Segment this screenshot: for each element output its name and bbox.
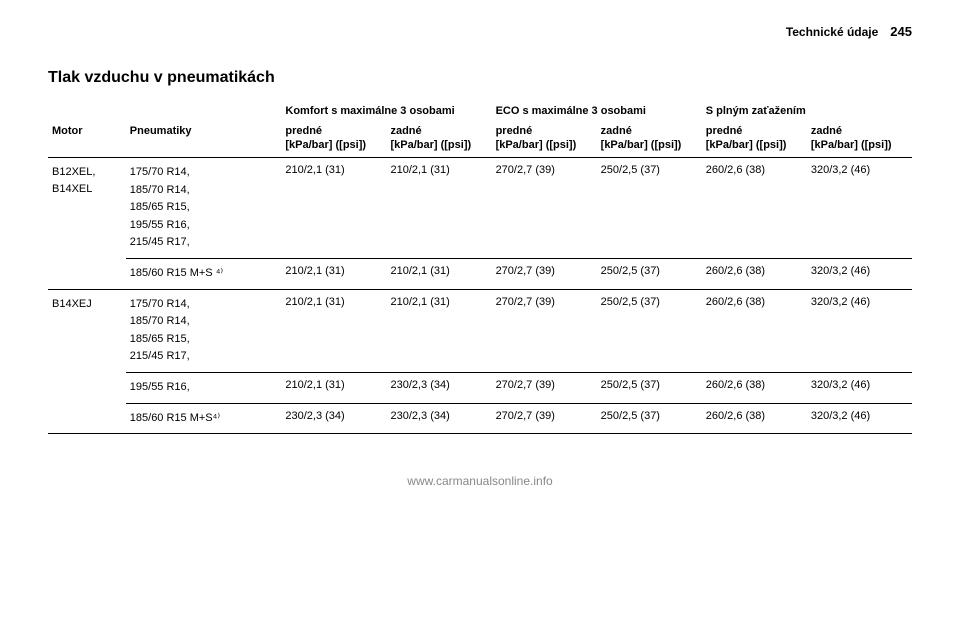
val-cell: 320/3,2 (46): [807, 289, 912, 372]
col-unit: [kPa/bar] ([psi]): [386, 139, 491, 158]
footer-url: www.carmanualsonline.info: [48, 474, 912, 488]
table-row: 185/60 R15 M+S ⁴⁾ 210/2,1 (31) 210/2,1 (…: [48, 258, 912, 289]
page-number: 245: [890, 24, 912, 39]
col-group-comfort: Komfort s maximálne 3 osobami: [281, 101, 491, 121]
val-cell: 260/2,6 (38): [702, 158, 807, 259]
col-unit: [kPa/bar] ([psi]): [807, 139, 912, 158]
val-cell: 260/2,6 (38): [702, 372, 807, 403]
tyres-cell: 185/60 R15 M+S⁴⁾: [126, 403, 282, 434]
col-front: predné: [492, 121, 597, 139]
col-group-eco: ECO s maximálne 3 osobami: [492, 101, 702, 121]
val-cell: 270/2,7 (39): [492, 289, 597, 372]
table-row: 185/60 R15 M+S⁴⁾ 230/2,3 (34) 230/2,3 (3…: [48, 403, 912, 434]
motor-cell: B12XEL, B14XEL: [48, 158, 126, 290]
motor-cell: B14XEJ: [48, 289, 126, 434]
val-cell: 210/2,1 (31): [386, 258, 491, 289]
col-rear: zadné: [597, 121, 702, 139]
col-front: predné: [281, 121, 386, 139]
val-cell: 260/2,6 (38): [702, 289, 807, 372]
val-cell: 320/3,2 (46): [807, 403, 912, 434]
col-unit: [kPa/bar] ([psi]): [281, 139, 386, 158]
table-row: B14XEJ 175/70 R14,185/70 R14,185/65 R15,…: [48, 289, 912, 372]
tyres-cell: 195/55 R16,: [126, 372, 282, 403]
section-name: Technické údaje: [786, 25, 878, 39]
val-cell: 260/2,6 (38): [702, 403, 807, 434]
val-cell: 320/3,2 (46): [807, 372, 912, 403]
val-cell: 210/2,1 (31): [386, 158, 491, 259]
val-cell: 320/3,2 (46): [807, 258, 912, 289]
val-cell: 210/2,1 (31): [281, 258, 386, 289]
val-cell: 250/2,5 (37): [597, 289, 702, 372]
val-cell: 250/2,5 (37): [597, 258, 702, 289]
col-tyres: Pneumatiky: [126, 121, 282, 139]
val-cell: 270/2,7 (39): [492, 403, 597, 434]
page-header: Technické údaje 245: [48, 24, 912, 39]
val-cell: 210/2,1 (31): [281, 289, 386, 372]
val-cell: 230/2,3 (34): [386, 403, 491, 434]
col-unit: [kPa/bar] ([psi]): [702, 139, 807, 158]
table-row: 195/55 R16, 210/2,1 (31) 230/2,3 (34) 27…: [48, 372, 912, 403]
col-front: predné: [702, 121, 807, 139]
col-unit: [kPa/bar] ([psi]): [492, 139, 597, 158]
val-cell: 270/2,7 (39): [492, 158, 597, 259]
table-row: B12XEL, B14XEL 175/70 R14,185/70 R14,185…: [48, 158, 912, 259]
val-cell: 250/2,5 (37): [597, 372, 702, 403]
table-body: B12XEL, B14XEL 175/70 R14,185/70 R14,185…: [48, 158, 912, 434]
col-rear: zadné: [807, 121, 912, 139]
tyres-cell: 175/70 R14,185/70 R14,185/65 R15,215/45 …: [126, 289, 282, 372]
val-cell: 260/2,6 (38): [702, 258, 807, 289]
tyres-cell: 185/60 R15 M+S ⁴⁾: [126, 258, 282, 289]
col-group-full: S plným zaťažením: [702, 101, 912, 121]
col-rear: zadné: [386, 121, 491, 139]
val-cell: 210/2,1 (31): [281, 158, 386, 259]
pressure-table: Komfort s maximálne 3 osobami ECO s maxi…: [48, 101, 912, 434]
val-cell: 210/2,1 (31): [281, 372, 386, 403]
val-cell: 230/2,3 (34): [386, 372, 491, 403]
val-cell: 230/2,3 (34): [281, 403, 386, 434]
val-cell: 270/2,7 (39): [492, 258, 597, 289]
val-cell: 320/3,2 (46): [807, 158, 912, 259]
col-motor: Motor: [48, 121, 126, 139]
val-cell: 250/2,5 (37): [597, 403, 702, 434]
tyres-cell: 175/70 R14,185/70 R14,185/65 R15,195/55 …: [126, 158, 282, 259]
val-cell: 250/2,5 (37): [597, 158, 702, 259]
val-cell: 270/2,7 (39): [492, 372, 597, 403]
val-cell: 210/2,1 (31): [386, 289, 491, 372]
section-title: Tlak vzduchu v pneumatikách: [48, 69, 912, 87]
col-unit: [kPa/bar] ([psi]): [597, 139, 702, 158]
